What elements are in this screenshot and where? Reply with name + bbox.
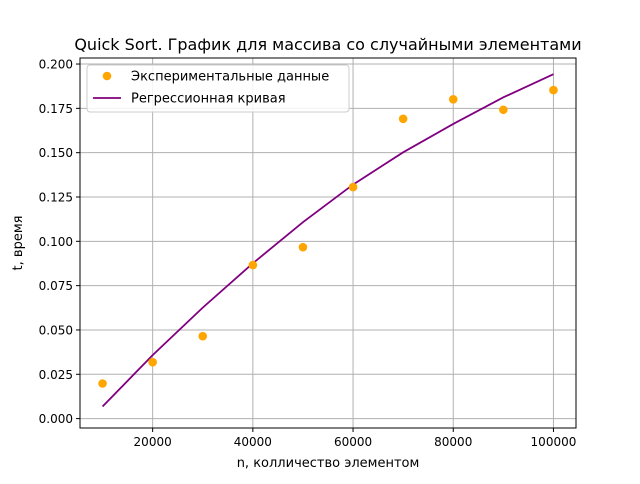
data-point [98, 379, 107, 388]
legend-scatter-marker [102, 71, 112, 81]
series-layer [98, 73, 558, 408]
axes-frame [79, 57, 577, 429]
data-point [398, 114, 408, 124]
data-point [499, 105, 508, 115]
legend-box [86, 64, 350, 113]
data-point [248, 260, 258, 270]
x-tick-label: 20000 [134, 435, 172, 449]
x-axis-label: n, колличество элементом [237, 456, 420, 471]
regression-curve [101, 73, 554, 408]
x-tick-label: 40000 [234, 435, 272, 449]
chart-title: Quick Sort. График для массива со случай… [74, 35, 581, 54]
y-tick-label: 0.175 [39, 102, 73, 116]
data-point [298, 242, 308, 252]
ticks-layer: 20000 40000 60000 80000 100000 0.000 0.025 0.05… [39, 58, 577, 449]
y-axis-label: t, время [11, 216, 26, 271]
y-tick-label: 0.025 [39, 368, 73, 382]
data-point [448, 95, 458, 104]
y-tick-label: 0.075 [39, 279, 73, 293]
legend-label-line: Регрессионная кривая [131, 92, 286, 107]
y-tick-label: 0.150 [39, 146, 73, 160]
grid-layer [80, 58, 576, 428]
y-tick-label: 0.100 [39, 235, 73, 249]
y-tick-label: 0.050 [39, 323, 73, 337]
x-tick-label: 80000 [434, 435, 472, 449]
y-tick-label: 0.000 [39, 412, 73, 426]
data-point [549, 85, 558, 95]
legend-label-scatter: Экспериментальные данные [131, 70, 329, 85]
y-tick-label: 0.200 [39, 58, 73, 72]
x-tick-label: 100000 [531, 435, 577, 449]
legend: Экспериментальные данные Регрессионная кр… [86, 64, 350, 113]
data-point [148, 357, 157, 367]
data-point [198, 331, 208, 341]
data-point [348, 182, 358, 192]
y-tick-label: 0.125 [39, 190, 73, 204]
x-tick-label: 60000 [334, 435, 372, 449]
